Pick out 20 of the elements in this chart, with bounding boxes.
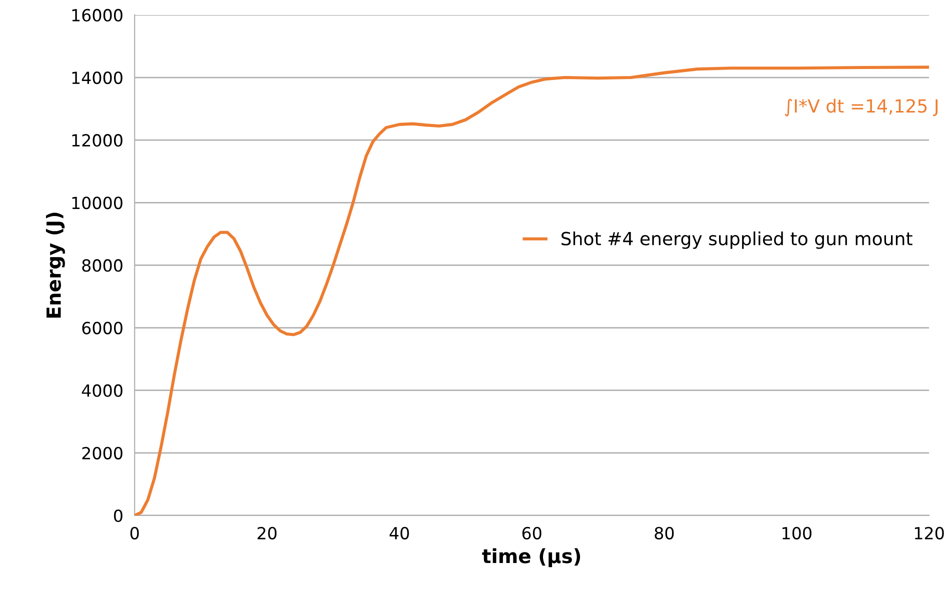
legend-label: Shot #4 energy supplied to gun mount — [562, 231, 912, 249]
y-axis-title: Energy (J) — [46, 212, 65, 318]
y-tick-label: 4000 — [82, 384, 122, 397]
x-tick-label: 100 — [782, 526, 812, 540]
x-tick-label: 20 — [258, 526, 277, 540]
y-tick-label: 0 — [114, 509, 122, 522]
y-tick-label: 2000 — [82, 446, 122, 460]
annotation: ∫I*V dt =14,125 J — [784, 98, 938, 116]
y-tick-label: 12000 — [72, 134, 122, 147]
y-tick-label: 16000 — [72, 8, 122, 22]
x-tick-label: 60 — [522, 526, 542, 540]
y-tick-label: 8000 — [82, 259, 122, 272]
x-tick-label: 80 — [654, 526, 674, 540]
y-tick-label: 6000 — [82, 322, 122, 334]
x-tick-label: 0 — [130, 526, 139, 540]
x-axis-title: time (µs) — [482, 548, 580, 568]
y-tick-label: 10000 — [72, 196, 122, 210]
y-tick-label: 14000 — [72, 71, 122, 84]
x-tick-label: 40 — [390, 526, 409, 540]
x-tick-label: 120 — [914, 526, 944, 540]
